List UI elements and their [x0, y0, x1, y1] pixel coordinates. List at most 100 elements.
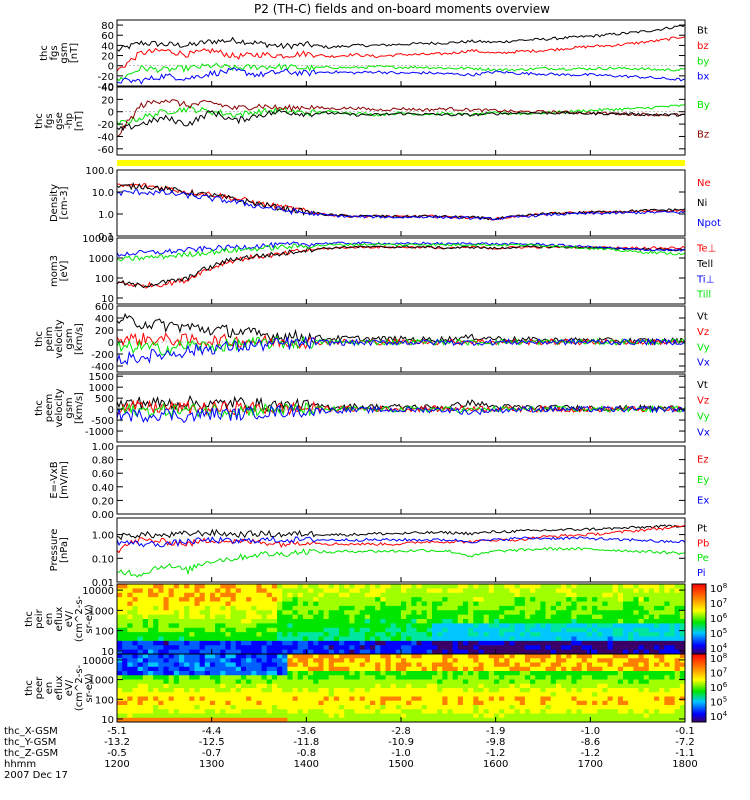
spectrogram-cell: [251, 592, 257, 598]
spectrogram-cell: [545, 666, 552, 672]
spectrogram-cell: [416, 654, 423, 659]
hhmm-tick-label: 1200: [104, 759, 129, 770]
spectrogram-cell: [555, 605, 562, 611]
spectrogram-cell: [184, 640, 190, 646]
spectrogram-cell: [592, 679, 598, 685]
y-axis-label: peer: [34, 676, 45, 700]
spectrogram-cell: [313, 717, 319, 723]
spectrogram-cell: [607, 636, 614, 642]
spectrogram-cell: [194, 640, 201, 646]
legend-by: by: [697, 56, 709, 67]
spectrogram-cell: [127, 654, 133, 659]
spectrogram-cell: [586, 658, 593, 663]
spectrogram-cell: [416, 666, 423, 672]
spectrogram-cell: [550, 658, 557, 663]
spectrogram-cell: [437, 709, 443, 714]
spectrogram-cell: [617, 692, 624, 697]
spectrogram-cell: [457, 709, 464, 714]
spectrogram-cell: [282, 584, 288, 589]
spectrogram-cell: [545, 649, 552, 655]
spectrogram-cell: [380, 679, 387, 685]
spectrogram-cell: [623, 619, 629, 624]
spectrogram-cell: [297, 654, 304, 659]
spectrogram-cell: [178, 658, 185, 663]
spectrogram-cell: [158, 692, 164, 697]
spectrogram-cell: [390, 717, 397, 723]
spectrogram-cell: [266, 658, 273, 663]
spectrogram-cell: [550, 688, 557, 693]
spectrogram-cell: [184, 584, 190, 589]
spectrogram-cell: [576, 632, 583, 638]
spectrogram-cell: [654, 700, 660, 706]
spectrogram-cell: [509, 636, 516, 642]
spectrogram-cell: [380, 619, 387, 624]
spectrogram-cell: [256, 592, 263, 598]
spectrogram-cell: [519, 640, 526, 646]
spectrogram-cell: [178, 588, 185, 594]
spectrogram-cell: [571, 627, 578, 633]
spectrogram-cell: [504, 614, 510, 620]
spectrogram-cell: [251, 692, 257, 697]
spectrogram-cell: [493, 705, 500, 710]
spectrogram-cell: [266, 605, 273, 611]
spectrogram-cell: [597, 666, 603, 672]
spectrogram-cell: [225, 688, 232, 693]
spectrogram-cell: [499, 696, 505, 702]
spectrogram-cell: [178, 717, 185, 723]
spectrogram-cell: [664, 679, 671, 685]
spectrogram-cell: [225, 619, 232, 624]
spectrogram-cell: [426, 666, 433, 672]
spectrogram-cell: [302, 588, 309, 594]
spectrogram-cell: [344, 649, 350, 655]
spectrogram-cell: [297, 610, 304, 616]
spectrogram-cell: [240, 605, 247, 611]
spectrogram-cell: [545, 671, 552, 676]
spectrogram-cell: [349, 601, 356, 607]
spectrogram-cell: [127, 700, 133, 706]
spectrogram-cell: [545, 614, 552, 620]
spectrogram-cell: [545, 688, 552, 693]
spectrogram-cell: [437, 640, 443, 646]
spectrogram-cell: [271, 662, 278, 668]
spectrogram-cell: [447, 597, 454, 603]
spectrogram-cell: [178, 649, 185, 655]
spectrogram-cell: [473, 679, 479, 685]
spectrogram-cell: [349, 614, 356, 620]
spectrogram-cell: [447, 709, 454, 714]
spectrogram-cell: [256, 605, 263, 611]
spectrogram-cell: [364, 675, 371, 680]
spectrogram-cell: [431, 717, 438, 723]
spectrogram-cell: [220, 709, 226, 714]
spectrogram-cell: [442, 688, 448, 693]
spectrogram-cell: [679, 700, 686, 706]
spectrogram-cell: [132, 610, 139, 616]
spectrogram-cell: [235, 601, 242, 607]
spectrogram-cell: [271, 645, 278, 651]
spectrogram-cell: [447, 601, 454, 607]
spectrogram-cell: [426, 636, 433, 642]
spectrogram-cell: [364, 713, 371, 719]
spectrogram-cell: [612, 666, 619, 672]
spectrogram-cell: [426, 619, 433, 624]
spectrogram-cell: [225, 654, 232, 659]
spectrogram-cell: [163, 713, 170, 719]
spectrogram-cell: [669, 619, 676, 624]
spectrogram-cell: [153, 654, 159, 659]
spectrogram-cell: [493, 605, 500, 611]
spectrogram-cell: [659, 683, 665, 689]
spectrogram-cell: [592, 688, 598, 693]
spectrogram-cell: [287, 696, 294, 702]
spectrogram-cell: [344, 619, 350, 624]
spectrogram-cell: [339, 645, 345, 651]
spectrogram-cell: [535, 649, 541, 655]
spectrogram-cell: [349, 584, 356, 589]
spectrogram-cell: [204, 619, 211, 624]
spectrogram-cell: [323, 623, 330, 629]
spectrogram-cell: [261, 623, 268, 629]
spectrogram-cell: [390, 654, 397, 659]
spectrogram-cell: [323, 709, 330, 714]
spectrogram-cell: [313, 688, 319, 693]
spectrogram-cell: [447, 605, 454, 611]
